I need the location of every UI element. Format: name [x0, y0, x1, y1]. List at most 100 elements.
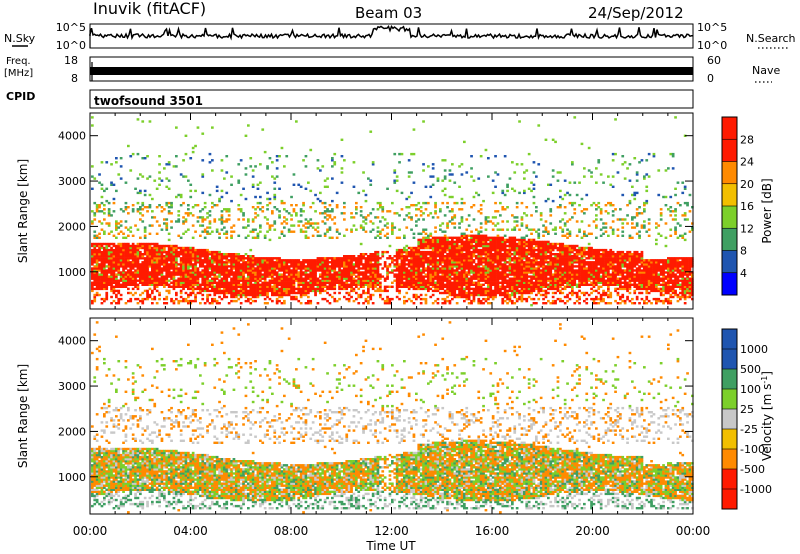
power-cell-1305	[201, 279, 205, 282]
power-cell-962	[170, 259, 173, 262]
power-cell-2794	[345, 265, 349, 268]
power-cell-4409	[487, 244, 490, 248]
power-cell-2219	[283, 165, 286, 168]
power-cell-1751	[239, 210, 243, 213]
power-cell-3590	[429, 273, 433, 276]
power-cell-4135	[467, 263, 471, 266]
power-cell-363	[117, 173, 121, 176]
power-cell-1968	[259, 163, 262, 166]
power-cell-3126	[383, 279, 387, 282]
power-cell-4676	[506, 185, 509, 188]
power-cell-682	[146, 269, 149, 272]
power-cell-2894	[357, 267, 361, 270]
power-cell-1932	[256, 261, 260, 264]
power-cell-2999	[369, 281, 373, 284]
power-cell-4332	[482, 261, 485, 264]
power-cell-4454	[491, 283, 495, 286]
power-cell-3432	[417, 287, 421, 291]
power-cell-4786	[515, 277, 519, 280]
power-cell-1621	[227, 255, 231, 258]
power-cell-3675	[434, 210, 437, 213]
power-cell-2116	[273, 177, 277, 180]
power-cell-4130	[467, 273, 471, 276]
power-cell-1232	[194, 283, 197, 286]
power-cell-3145	[386, 269, 389, 272]
power-cell-4635	[503, 255, 507, 258]
power-cell-1414	[211, 302, 214, 305]
power-cell-2948	[364, 297, 368, 301]
power-cell-4954	[527, 271, 531, 274]
power-cell-2704	[335, 275, 339, 278]
power-cell-2374	[302, 293, 305, 297]
power-cell-4388	[487, 287, 490, 291]
power-cell-3868	[448, 248, 452, 252]
power-cell-4706	[508, 238, 512, 242]
power-cell-4562	[499, 265, 502, 268]
power-cell-2867	[355, 281, 358, 284]
power-cell-4224	[475, 275, 478, 278]
power-cell-1973	[261, 285, 265, 288]
power-cell-824	[158, 263, 161, 266]
power-cell-4649	[506, 297, 509, 301]
power-cell-2708	[335, 263, 339, 266]
power-cell-3146	[386, 267, 389, 270]
power-cell-2996	[369, 293, 373, 297]
power-cell-2922	[359, 210, 363, 213]
power-cell-2458	[309, 269, 313, 272]
power-cell-1307	[201, 275, 205, 278]
power-cell-147	[100, 242, 104, 246]
power-cell-2397	[304, 293, 308, 297]
power-cell-4582	[501, 297, 505, 301]
power-cell-2763	[343, 277, 346, 280]
power-cell-992	[172, 259, 176, 262]
power-cell-165	[103, 273, 106, 276]
power-cell-4090	[465, 285, 469, 288]
power-cell-1406	[208, 226, 212, 229]
power-cell-289	[112, 259, 116, 262]
power-cell-2499	[314, 273, 317, 276]
power-cell-4848	[520, 285, 524, 288]
freq-band	[90, 67, 693, 75]
power-cell-2406	[304, 275, 308, 278]
power-cell-994	[172, 255, 176, 258]
power-cell-3886	[451, 283, 454, 286]
power-cell-4255	[477, 277, 481, 280]
power-cell-2658	[331, 275, 334, 278]
power-cell-4151	[470, 302, 473, 305]
power-cell-3397	[412, 232, 416, 235]
power-cell-3593	[429, 267, 433, 270]
power-cell-3591	[429, 271, 433, 274]
power-cell-2560	[321, 279, 325, 282]
power-cell-3222	[395, 175, 399, 178]
cpid-program: twofsound 3501	[94, 94, 203, 108]
power-cell-678	[146, 277, 149, 280]
power-cell-3919	[453, 289, 457, 293]
power-cell-1237	[194, 273, 197, 276]
power-cell-4065	[463, 271, 466, 274]
power-cell-2866	[355, 283, 358, 286]
power-cell-4818	[518, 277, 521, 280]
power-cell-3064	[374, 216, 377, 219]
power-cell-92	[95, 206, 99, 209]
power-cell-4056	[463, 291, 466, 295]
power-cell-895	[165, 277, 169, 280]
power-cell-3202	[395, 281, 399, 284]
power-cell-1955	[259, 267, 262, 270]
power-cell-2862	[352, 161, 356, 164]
power-cell-2729	[338, 269, 341, 272]
power-cell-760	[153, 285, 157, 288]
power-cell-4508	[494, 240, 497, 244]
power-cell-1299	[201, 297, 205, 301]
power-cell-2938	[362, 257, 365, 260]
power-cell-292	[112, 253, 116, 256]
power-cell-2603	[326, 299, 329, 303]
power-cell-3141	[386, 277, 389, 280]
power-cell-3248	[400, 285, 404, 288]
power-cell-709	[148, 271, 152, 274]
power-cell-1925	[256, 275, 260, 278]
power-cell-2431	[307, 281, 310, 284]
power-cell-207	[105, 250, 109, 254]
power-cell-1020	[175, 248, 178, 252]
power-cell-403	[122, 263, 125, 266]
power-cell-2728	[338, 271, 341, 274]
